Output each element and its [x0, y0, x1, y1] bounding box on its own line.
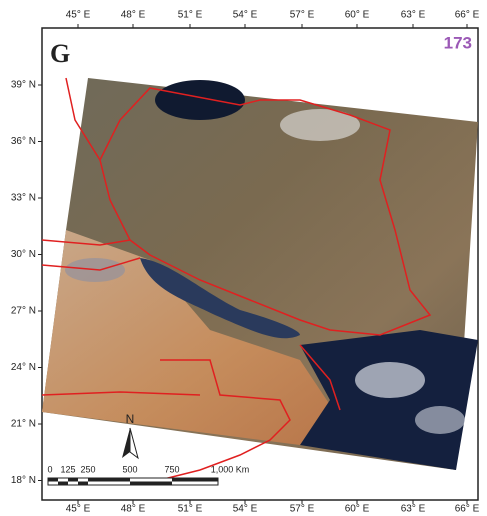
- longitude-label: 48° E: [121, 10, 146, 21]
- longitude-label: 51° E: [178, 504, 203, 515]
- scale-label: 500: [122, 464, 137, 474]
- longitude-label: 45° E: [66, 504, 91, 515]
- scale-label: 250: [80, 464, 95, 474]
- page-number: 173: [444, 33, 472, 52]
- scale-label: 0: [47, 464, 52, 474]
- scale-label: 125: [60, 464, 75, 474]
- longitude-label: 66° E: [455, 10, 480, 21]
- latitude-label: 30° N: [11, 249, 36, 260]
- longitude-label: 51° E: [178, 10, 203, 21]
- latitude-label: 36° N: [11, 136, 36, 147]
- latitude-label: 24° N: [11, 362, 36, 373]
- map-figure: G 173 N 45° E 48° E 51° E 54° E 57° E 60° E 63…: [0, 0, 487, 516]
- longitude-label: 57° E: [290, 504, 315, 515]
- longitude-label: 48° E: [121, 504, 146, 515]
- longitude-label: 57° E: [290, 10, 315, 21]
- scale-bar: [48, 478, 218, 485]
- latitude-label: 21° N: [11, 419, 36, 430]
- longitude-label: 60° E: [345, 10, 370, 21]
- longitude-label: 63° E: [401, 10, 426, 21]
- scale-label: 1,000 Km: [211, 464, 250, 474]
- panel-label: G: [50, 39, 70, 68]
- longitude-label: 63° E: [401, 504, 426, 515]
- latitude-label: 18° N: [11, 475, 36, 486]
- latitude-label: 39° N: [11, 80, 36, 91]
- north-label: N: [126, 412, 135, 426]
- latitude-label: 27° N: [11, 306, 36, 317]
- longitude-label: 54° E: [233, 504, 258, 515]
- longitude-label: 60° E: [345, 504, 370, 515]
- longitude-label: 66° E: [455, 504, 480, 515]
- satellite-image: [42, 78, 478, 470]
- scale-label: 750: [164, 464, 179, 474]
- longitude-label: 45° E: [66, 10, 91, 21]
- latitude-label: 33° N: [11, 193, 36, 204]
- longitude-label: 54° E: [233, 10, 258, 21]
